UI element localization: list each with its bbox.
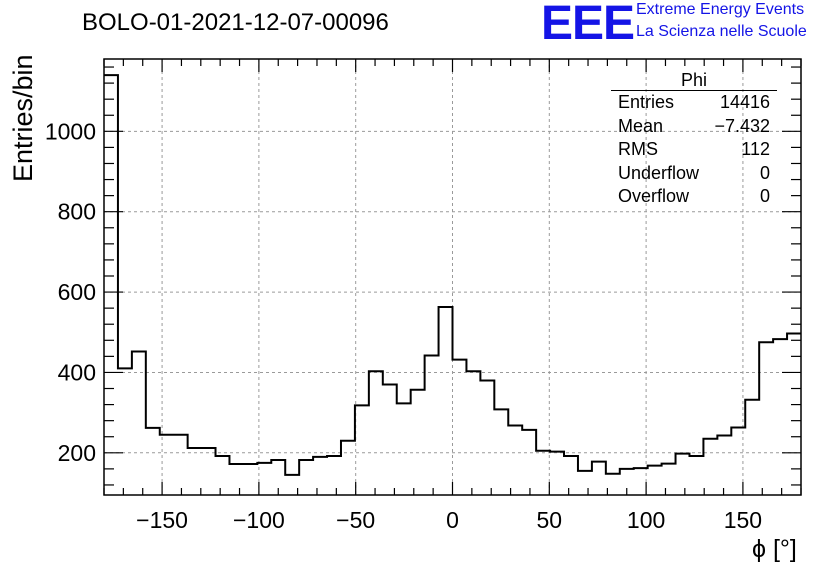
stats-value: 112 [741,139,770,159]
x-tick-label: 0 [446,507,459,533]
x-tick-label: −100 [233,507,285,533]
stats-box: Phi Entries 14416 Mean −7.432 RMS 112 Under… [611,70,777,209]
plot-frame [103,58,802,496]
x-tick-label: 150 [724,507,762,533]
stats-row-entries: Entries 14416 [611,91,777,115]
stats-row-rms: RMS 112 [611,138,777,162]
stats-key: Underflow [618,162,700,183]
y-tick-label: 800 [58,199,96,225]
y-tick-labels: 200 400 600 800 1000 [45,118,96,465]
eee-logo: EEE [541,0,635,50]
y-tick-label: 600 [58,279,96,305]
axis-ticks [103,59,802,495]
y-tick-label: 400 [58,359,96,385]
y-axis-label: Entries/bin [8,54,38,182]
stats-key: Entries [618,92,675,112]
chart-title: BOLO-01-2021-12-07-00096 [82,9,389,36]
logo-line-1: Extreme Energy Events [636,1,805,18]
grid-lines [104,59,801,495]
stats-value: 0 [759,162,770,183]
x-tick-label: 50 [537,507,563,533]
stats-key: Overflow [618,186,690,206]
stats-value: 0 [759,186,770,206]
stats-row-underflow: Underflow 0 [611,162,777,186]
histogram-outline [104,74,801,476]
x-tick-label: −150 [136,507,188,533]
x-tick-labels: −150 −100 −50 0 50 100 150 [136,507,762,533]
stats-box-title: Phi [611,70,777,91]
stats-key: Mean [618,115,664,136]
stats-key: RMS [618,139,658,159]
stats-row-mean: Mean −7.432 [611,115,777,139]
x-axis-label: ϕ [°] [752,535,797,563]
y-tick-label: 1000 [45,118,96,144]
stats-value: 14416 [719,92,770,112]
stats-row-overflow: Overflow 0 [611,185,777,209]
y-tick-label: 200 [58,440,96,466]
x-tick-label: −50 [336,507,375,533]
x-tick-label: 100 [627,507,665,533]
logo-line-2: La Scienza nelle Scuole [636,23,807,40]
stats-value: −7.432 [714,115,770,136]
